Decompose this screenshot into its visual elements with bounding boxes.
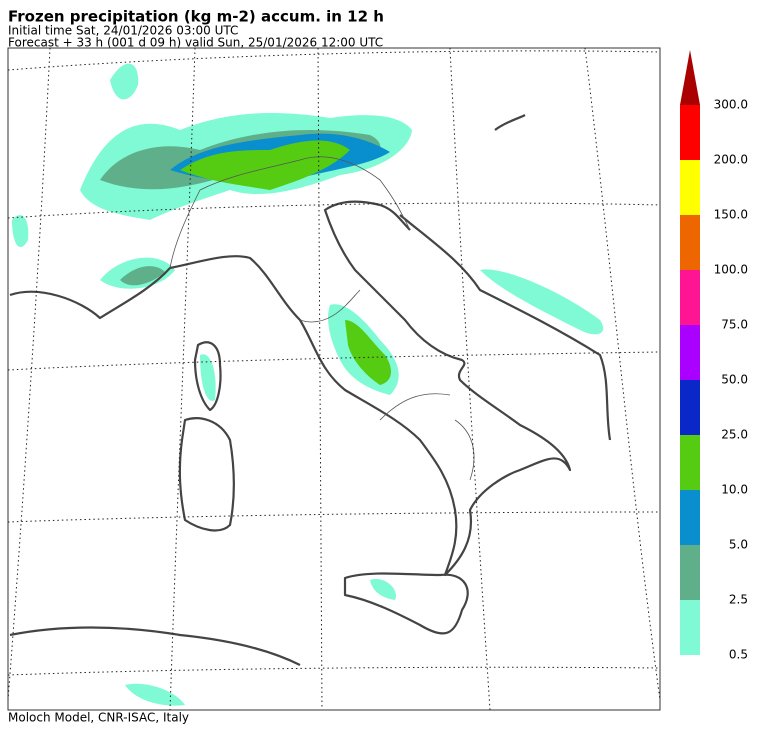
colorbar-label: 2.5 [729, 593, 748, 607]
colorbar-label: 300.0 [714, 98, 748, 112]
colorbar-segment [680, 380, 700, 435]
graticule [7, 47, 661, 711]
colorbar-label: 100.0 [714, 263, 748, 277]
colorbar-arrow [680, 50, 700, 105]
initial-time: Initial time Sat, 24/01/2026 03:00 UTC [8, 24, 238, 38]
colorbar-label: 150.0 [714, 208, 748, 222]
colorbar-label: 25.0 [721, 428, 748, 442]
coastlines [9, 114, 612, 666]
colorbar-label: 75.0 [721, 318, 748, 332]
colorbar-segment [680, 325, 700, 380]
colorbar-segment [680, 160, 700, 215]
colorbar-label: 50.0 [721, 373, 748, 387]
colorbar-segment [680, 105, 700, 160]
colorbar-segment [680, 600, 700, 655]
borders [169, 156, 475, 481]
colorbar-label: 200.0 [714, 153, 748, 167]
colorbar-segment [680, 490, 700, 545]
colorbar-segment [680, 270, 700, 325]
title: Frozen precipitation (kg m-2) accum. in … [8, 8, 384, 26]
colorbar-label: 5.0 [729, 538, 748, 552]
colorbar-segment [680, 545, 700, 600]
colorbar-segment [680, 215, 700, 270]
forecast-time: Forecast + 33 h (001 d 09 h) valid Sun, … [8, 36, 383, 50]
colorbar-label: 0.5 [729, 648, 748, 662]
colorbar-label: 10.0 [721, 483, 748, 497]
colorbar: 0.5 2.5 5.0 10.0 25.0 50.0 75.0 100.0 150.0 200.0… [680, 50, 748, 662]
map [7, 47, 661, 711]
footer: Moloch Model, CNR-ISAC, Italy [8, 711, 189, 725]
colorbar-segment [680, 435, 700, 490]
